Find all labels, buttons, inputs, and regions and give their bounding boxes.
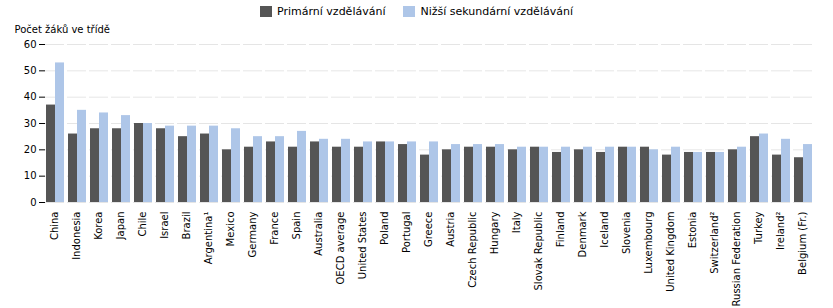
svg-text:Switzerland²: Switzerland² [709,212,720,274]
svg-text:20: 20 [24,144,37,155]
svg-text:Portugal: Portugal [401,212,412,253]
svg-text:Iceland: Iceland [599,212,610,248]
svg-text:Turkey: Turkey [753,211,764,245]
svg-text:Počet žáků ve třídě: Počet žáků ve třídě [15,24,110,35]
svg-text:Luxembourg: Luxembourg [643,212,654,274]
svg-text:Russian Federation: Russian Federation [731,212,742,307]
svg-text:40: 40 [24,91,37,102]
svg-text:OECD average: OECD average [335,212,346,285]
svg-text:Argentina¹: Argentina¹ [203,212,214,265]
svg-text:Belgium (Fr.): Belgium (Fr.) [797,211,808,274]
svg-text:Israel: Israel [159,212,170,239]
svg-text:50: 50 [24,65,37,76]
svg-text:Brazil: Brazil [181,212,192,240]
svg-text:30: 30 [24,118,37,129]
svg-text:10: 10 [24,170,37,181]
svg-text:Korea: Korea [93,212,104,240]
html-text:Primární vzdělávání: Primární vzdělávání [277,4,386,18]
svg-text:Slovenia: Slovenia [621,212,632,255]
svg-text:Greece: Greece [423,212,434,248]
svg-text:0: 0 [30,197,36,208]
svg-text:60: 60 [24,39,37,50]
svg-text:United Kingdom: United Kingdom [665,212,676,292]
svg-text:China: China [49,212,60,241]
svg-text:Austria: Austria [445,212,456,247]
svg-text:Hungary: Hungary [489,211,500,254]
svg-text:Mexico: Mexico [225,212,236,247]
svg-text:Germany: Germany [247,211,258,257]
svg-text:United States: United States [357,212,368,280]
svg-text:Spain: Spain [291,212,302,240]
svg-text:Japan: Japan [115,212,126,241]
svg-text:France: France [269,212,280,245]
html-text:Nižší sekundární vzdělávání: Nižší sekundární vzdělávání [420,4,573,18]
svg-text:Finland: Finland [555,212,566,248]
svg-text:Denmark: Denmark [577,211,588,257]
svg-text:Indonesia: Indonesia [71,212,82,260]
svg-text:Poland: Poland [379,212,390,245]
svg-text:Ireland²: Ireland² [775,212,786,251]
svg-text:Slovak Republic: Slovak Republic [533,212,544,291]
svg-text:Czech Republic: Czech Republic [467,212,478,288]
svg-text:Australia: Australia [313,212,324,256]
svg-text:Chile: Chile [137,212,148,237]
svg-text:Italy: Italy [511,211,522,233]
svg-text:Estonia: Estonia [687,212,698,249]
